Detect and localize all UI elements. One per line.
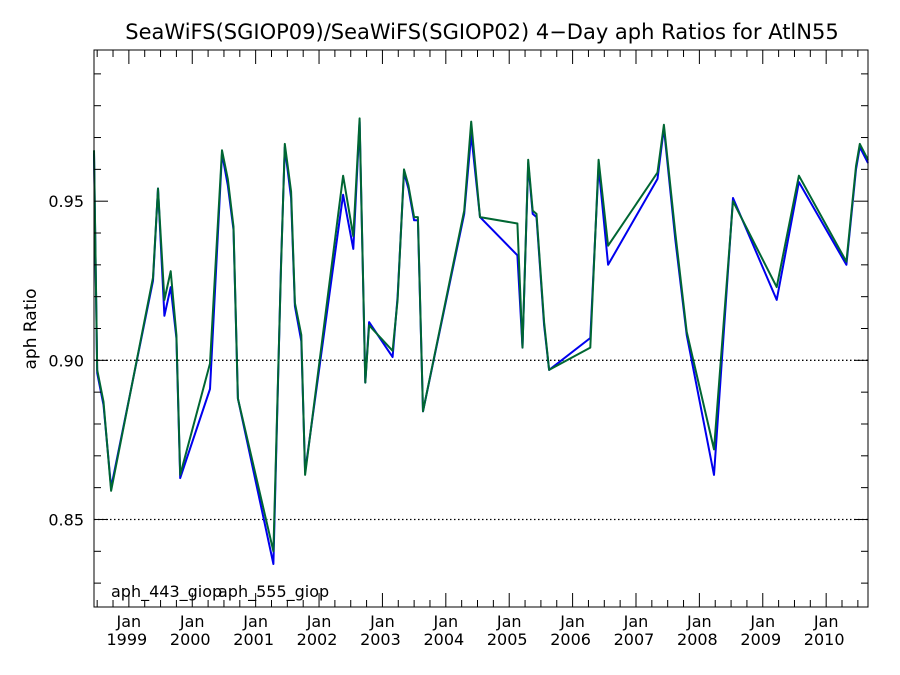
y-tick-label: 0.90 xyxy=(48,351,84,370)
x-tick-labels: Jan1999Jan2000Jan2001Jan2002Jan2003Jan20… xyxy=(107,612,845,649)
series-line-aph-555-giop xyxy=(93,117,869,553)
x-tick-year: 2003 xyxy=(360,630,401,649)
y-axis-label: aph Ratio xyxy=(21,288,41,369)
x-tick-month: Jan xyxy=(432,612,458,631)
reference-lines xyxy=(94,359,868,521)
x-tick-year: 2004 xyxy=(423,630,464,649)
x-tick-year: 2006 xyxy=(550,630,591,649)
x-tick-month: Jan xyxy=(686,612,712,631)
x-tick-month: Jan xyxy=(179,612,205,631)
x-tick-year: 1999 xyxy=(107,630,148,649)
x-tick-year: 2002 xyxy=(297,630,338,649)
x-tick-month: Jan xyxy=(559,612,585,631)
x-tick-month: Jan xyxy=(749,612,775,631)
series-layer xyxy=(93,117,869,565)
legend-entry-aph-555: aph_555_giop xyxy=(218,582,329,602)
y-tick-label: 0.95 xyxy=(48,192,84,211)
x-tick-month: Jan xyxy=(369,612,395,631)
x-tick-year: 2010 xyxy=(804,630,845,649)
x-tick-month: Jan xyxy=(623,612,649,631)
chart-title: SeaWiFS(SGIOP09)/SeaWiFS(SGIOP02) 4−Day … xyxy=(125,20,838,44)
legend-entry-aph-443: aph_443_giop xyxy=(111,582,222,602)
x-tick-year: 2000 xyxy=(170,630,211,649)
axis-ticks xyxy=(94,50,868,607)
x-tick-month: Jan xyxy=(496,612,522,631)
x-tick-month: Jan xyxy=(813,612,839,631)
x-tick-month: Jan xyxy=(242,612,268,631)
x-tick-month: Jan xyxy=(116,612,142,631)
x-tick-year: 2001 xyxy=(233,630,274,649)
x-tick-year: 2008 xyxy=(677,630,718,649)
x-tick-year: 2005 xyxy=(487,630,528,649)
x-tick-month: Jan xyxy=(306,612,332,631)
x-tick-year: 2007 xyxy=(614,630,655,649)
series-line-aph-443-giop xyxy=(93,120,869,565)
plot-frame xyxy=(93,49,869,608)
y-tick-labels: 0.85 0.90 0.95 xyxy=(48,192,84,529)
y-tick-label: 0.85 xyxy=(48,510,84,529)
x-tick-year: 2009 xyxy=(740,630,781,649)
